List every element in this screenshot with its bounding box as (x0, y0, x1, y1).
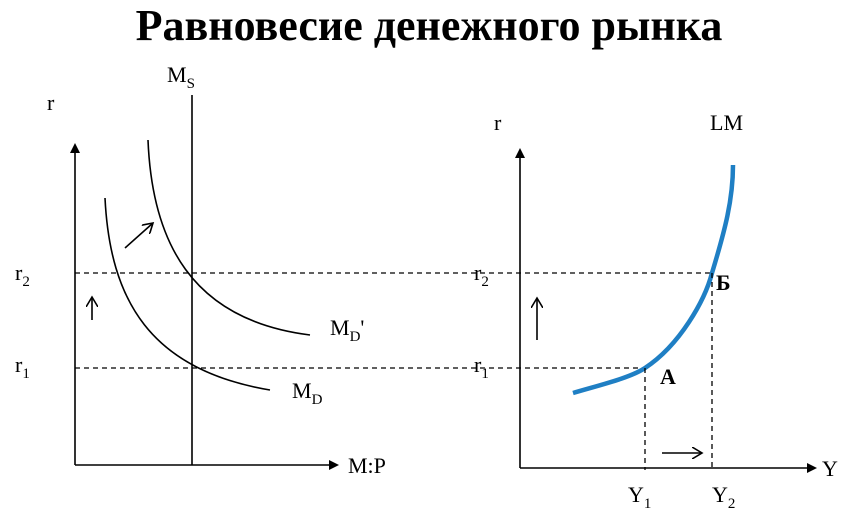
label: MD (292, 378, 323, 408)
label-sub: D (350, 329, 361, 345)
lm-graph: r Y LM Б A r2 r1 Y1 Y2 (474, 110, 838, 512)
label: Y2 (712, 482, 735, 512)
label-sub: 2 (22, 274, 30, 290)
label: MS (167, 62, 195, 92)
label-main: M (292, 378, 312, 403)
label: r2 (474, 260, 489, 290)
label-main: r (474, 352, 482, 377)
lm-curve (572, 164, 736, 396)
label: r2 (15, 260, 30, 290)
point-label: A (660, 364, 676, 389)
label-sub: 2 (728, 496, 736, 512)
label-main: r (15, 260, 23, 285)
label-suffix: ' (360, 315, 364, 340)
axis-label: r (47, 90, 55, 115)
label-sub: 1 (481, 366, 489, 382)
demand-curve (104, 197, 271, 391)
label-main: Y (712, 482, 728, 507)
axis-label: Y (822, 456, 838, 481)
point-label: Б (716, 270, 731, 295)
shift-arrow (124, 223, 153, 249)
label: r1 (15, 352, 30, 382)
label-sub: 1 (644, 496, 652, 512)
label-main: M (330, 315, 350, 340)
title: Равновесие денежного рынка (136, 1, 723, 50)
label-main: r (15, 352, 23, 377)
label: MD' (330, 315, 364, 345)
label-sub: 2 (481, 274, 489, 290)
demand-curve-new (147, 139, 311, 336)
curve-label: LM (710, 110, 743, 135)
label-sub: S (187, 76, 195, 92)
label: Y1 (628, 482, 651, 512)
label-sub: 1 (22, 366, 30, 382)
axis-label: r (494, 110, 502, 135)
label: r1 (474, 352, 489, 382)
label-main: Y (628, 482, 644, 507)
label-sub: D (312, 392, 323, 408)
money-market-graph: r M:P MS r2 r1 MD' MD (15, 62, 712, 478)
label-main: r (474, 260, 482, 285)
label-main: M (167, 62, 187, 87)
axis-label: M:P (348, 453, 386, 478)
